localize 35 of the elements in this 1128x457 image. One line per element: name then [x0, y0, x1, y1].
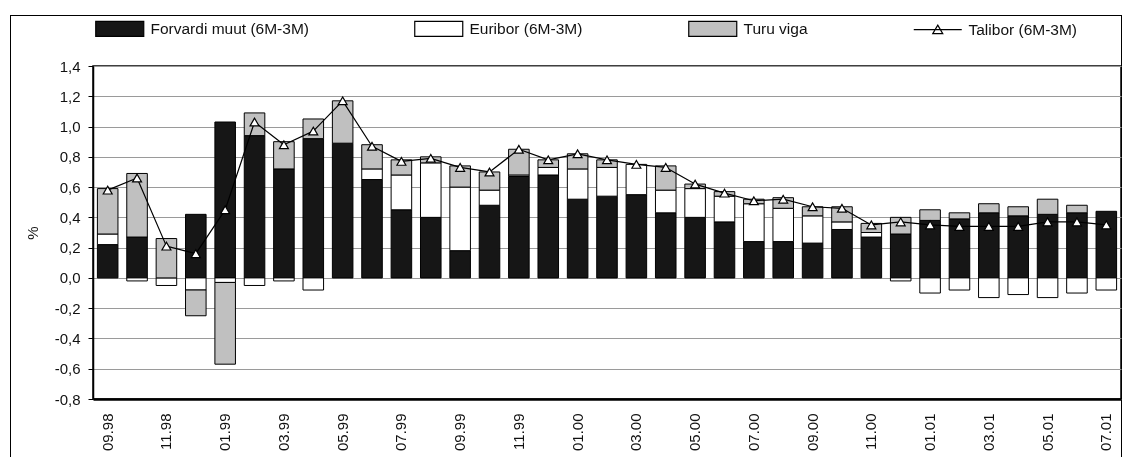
- y-tick-label: -0,8: [54, 390, 81, 408]
- y-tick-label: -0,2: [54, 299, 81, 317]
- x-tick-label: 07.99: [392, 413, 410, 452]
- x-tick-label: 09.98: [98, 413, 116, 452]
- x-tick-label: 01.01: [921, 413, 939, 452]
- y-tick-label: 1,2: [59, 87, 81, 105]
- y-tick-label: -0,4: [54, 329, 81, 347]
- x-tick-label: 07.00: [744, 413, 762, 452]
- x-tick-label: 03.99: [274, 413, 292, 452]
- x-tick-label: 09.99: [451, 413, 469, 452]
- legend-label: Talibor (6M-3M): [968, 20, 1078, 38]
- y-axis-title: %: [23, 226, 41, 240]
- x-tick-label: 05.00: [686, 413, 704, 452]
- x-tick-label: 01.99: [216, 413, 234, 452]
- legend-label: Forvardi muut (6M-3M): [150, 19, 309, 37]
- y-tick-label: 0,6: [59, 178, 81, 196]
- y-tick-label: 1,4: [59, 57, 81, 75]
- y-tick-label: 0,0: [59, 269, 81, 287]
- x-tick-label: 11.99: [509, 413, 527, 450]
- x-tick-label: 05.99: [333, 413, 351, 452]
- x-tick-label: 03.00: [627, 413, 645, 452]
- x-tick-label: 11.98: [157, 413, 175, 450]
- x-tick-label: 07.01: [1097, 413, 1115, 452]
- x-tick-label: 11.00: [862, 413, 880, 450]
- y-tick-label: 1,0: [59, 118, 81, 136]
- y-tick-label: 0,4: [59, 208, 81, 226]
- x-tick-label: 03.01: [979, 413, 997, 452]
- y-tick-label: -0,6: [54, 360, 81, 378]
- y-tick-label: 0,2: [59, 239, 81, 257]
- legend-label: Turu viga: [743, 19, 808, 37]
- x-tick-label: 09.00: [803, 413, 821, 452]
- legend-label: Euribor (6M-3M): [469, 19, 583, 37]
- x-tick-label: 01.00: [568, 413, 586, 452]
- y-tick-label: 0,8: [59, 148, 81, 166]
- x-tick-label: 05.01: [1038, 413, 1056, 452]
